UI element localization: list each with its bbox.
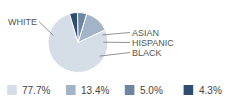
svg-text:HISPANIC: HISPANIC (132, 38, 174, 48)
svg-text:BLACK: BLACK (132, 48, 162, 58)
svg-text:ASIAN: ASIAN (132, 28, 159, 38)
svg-text:5.0%: 5.0% (140, 85, 163, 96)
svg-text:4.3%: 4.3% (199, 85, 222, 96)
svg-text:13.4%: 13.4% (81, 85, 109, 96)
svg-text:WHITE: WHITE (8, 17, 37, 27)
svg-text:77.7%: 77.7% (22, 85, 50, 96)
